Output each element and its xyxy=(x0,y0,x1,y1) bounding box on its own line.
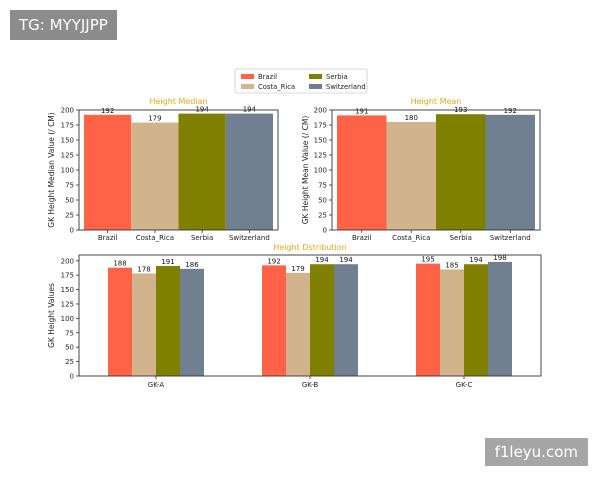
y-tick-label: 150 xyxy=(61,286,74,294)
bar-value-label: 195 xyxy=(421,256,434,264)
y-tick-label: 125 xyxy=(61,300,74,308)
y-tick-label: 175 xyxy=(61,122,74,130)
y-tick-label: 150 xyxy=(61,137,74,145)
bar-value-label: 192 xyxy=(101,107,114,115)
legend-label: Brazil xyxy=(258,73,277,81)
y-tick-label: 0 xyxy=(323,227,327,235)
y-tick-label: 50 xyxy=(318,197,327,205)
y-tick-label: 125 xyxy=(61,152,74,160)
y-tick-label: 25 xyxy=(65,358,74,366)
chart-title: Height Dstribution xyxy=(273,243,346,252)
y-tick-label: 150 xyxy=(314,137,327,145)
bar xyxy=(440,269,464,376)
y-tick-label: 100 xyxy=(61,315,74,323)
bar xyxy=(416,263,440,376)
legend-swatch xyxy=(241,84,254,89)
bar xyxy=(178,113,226,230)
legend-box xyxy=(234,68,368,94)
y-tick-label: 25 xyxy=(65,212,74,220)
legend-label: Switzerland xyxy=(326,83,366,91)
bar xyxy=(132,273,156,376)
y-tick-label: 100 xyxy=(61,167,74,175)
x-tick-label: Costa_Rica xyxy=(136,234,174,242)
bar-value-label: 198 xyxy=(493,254,506,262)
bar-value-label: 194 xyxy=(339,256,353,264)
y-tick-label: 75 xyxy=(65,329,74,337)
bar-value-label: 192 xyxy=(504,107,517,115)
y-axis-label: GK Height Median Value (/ CM) xyxy=(47,112,56,227)
bar xyxy=(386,122,436,230)
y-axis-label: GK Height Mean Value (/ CM) xyxy=(301,116,310,225)
bar-value-label: 194 xyxy=(469,256,483,264)
tg-badge: TG: MYYJJPP xyxy=(10,10,117,40)
chart-title: Height Median xyxy=(149,97,207,106)
y-tick-label: 175 xyxy=(61,272,74,280)
y-tick-label: 25 xyxy=(318,212,327,220)
y-tick-label: 75 xyxy=(318,182,327,190)
legend-label: Costa_Rica xyxy=(258,83,295,91)
x-tick-label: GK-A xyxy=(148,381,165,389)
bar-value-label: 185 xyxy=(445,261,458,269)
bar-value-label: 179 xyxy=(291,265,304,273)
x-tick-label: GK-C xyxy=(456,381,473,389)
y-tick-label: 125 xyxy=(314,152,327,160)
plot-frame xyxy=(78,109,279,231)
y-tick-label: 50 xyxy=(65,197,74,205)
y-tick-label: 200 xyxy=(61,257,74,265)
bar xyxy=(436,114,486,230)
legend-swatch xyxy=(241,74,254,79)
bar-value-label: 180 xyxy=(405,114,418,122)
y-tick-label: 50 xyxy=(65,344,74,352)
bar-value-label: 178 xyxy=(137,265,150,273)
bar xyxy=(262,265,286,376)
x-tick-label: Switzerland xyxy=(490,234,531,242)
bar xyxy=(131,122,179,230)
plot-frame xyxy=(331,109,541,231)
y-tick-label: 175 xyxy=(314,122,327,130)
x-tick-label: Serbia xyxy=(191,234,213,242)
y-tick-label: 0 xyxy=(70,373,74,381)
watermark: f1leyu.com xyxy=(484,438,588,466)
y-tick-label: 75 xyxy=(65,182,74,190)
x-tick-label: Serbia xyxy=(450,234,472,242)
x-tick-label: Costa_Rica xyxy=(392,234,430,242)
bar xyxy=(310,264,334,376)
bar-value-label: 179 xyxy=(148,115,161,123)
legend-swatch xyxy=(309,74,322,79)
bar xyxy=(108,267,132,376)
y-tick-label: 200 xyxy=(61,107,74,115)
y-tick-label: 100 xyxy=(314,167,327,175)
y-tick-label: 200 xyxy=(314,107,327,115)
bar xyxy=(464,264,488,376)
legend-label: Serbia xyxy=(326,73,348,81)
bar xyxy=(180,268,204,376)
bar-value-label: 192 xyxy=(267,257,280,265)
chart-title: Height Mean xyxy=(411,97,462,106)
bar xyxy=(334,264,358,376)
bar-value-label: 191 xyxy=(161,258,174,266)
x-tick-label: Switzerland xyxy=(229,234,270,242)
bar xyxy=(485,114,535,230)
x-tick-label: GK-B xyxy=(302,381,319,389)
bar xyxy=(225,113,273,230)
bar-value-label: 191 xyxy=(355,107,368,115)
plot-frame xyxy=(78,254,542,377)
bar xyxy=(84,114,132,230)
bar-value-label: 194 xyxy=(315,256,329,264)
y-axis-label: GK Height Values xyxy=(47,283,56,348)
bar xyxy=(488,261,512,376)
x-tick-label: Brazil xyxy=(98,234,118,242)
bar xyxy=(337,115,387,230)
bar xyxy=(156,265,180,376)
bar xyxy=(286,272,310,376)
bar-value-label: 188 xyxy=(113,260,126,268)
legend-swatch xyxy=(309,84,322,89)
bar-value-label: 186 xyxy=(185,261,199,269)
x-tick-label: Brazil xyxy=(352,234,372,242)
y-tick-label: 0 xyxy=(70,227,74,235)
